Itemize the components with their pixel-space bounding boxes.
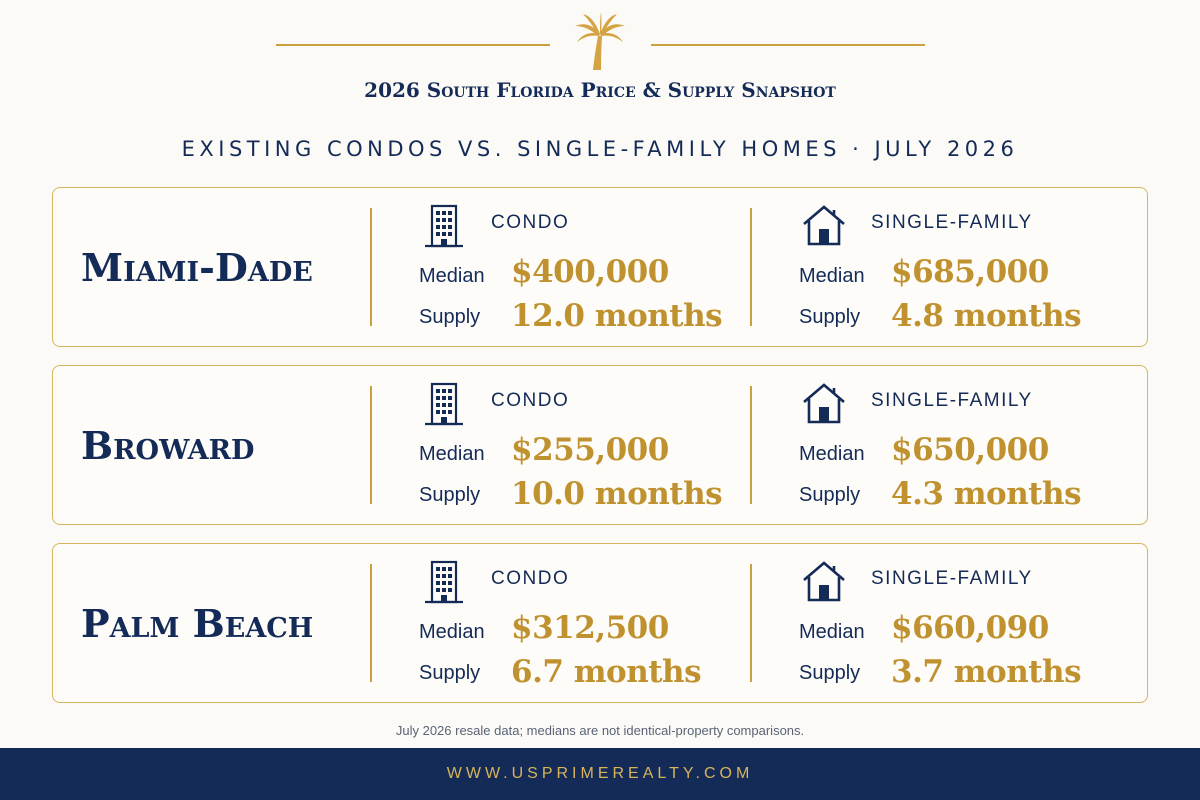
region-name: Miami-Dade bbox=[81, 244, 313, 290]
single-family-label: SINGLE-FAMILY bbox=[871, 568, 1033, 589]
condo-building-icon bbox=[425, 382, 463, 426]
house-icon bbox=[803, 561, 845, 602]
single-family-column: SINGLE-FAMILY Median $650,000 Supply 4.3… bbox=[797, 366, 1157, 524]
page-subtitle: EXISTING CONDOS VS. SINGLE-FAMILY HOMES … bbox=[181, 137, 1019, 161]
single-family-median-value: $650,000 bbox=[891, 432, 1049, 468]
region-card-palm-beach: Palm Beach CONDO Median $312,500 Supply … bbox=[52, 543, 1148, 703]
column-divider bbox=[750, 386, 752, 504]
single-family-label: SINGLE-FAMILY bbox=[871, 212, 1033, 233]
condo-median-value: $400,000 bbox=[511, 254, 669, 290]
header-rule-left bbox=[276, 44, 550, 46]
median-label: Median bbox=[799, 265, 865, 287]
median-label: Median bbox=[419, 621, 485, 643]
condo-building-icon bbox=[425, 560, 463, 604]
condo-supply-value: 10.0 months bbox=[511, 476, 723, 512]
page-title: 2026 South Florida Price & Supply Snapsh… bbox=[364, 78, 836, 102]
single-family-median-value: $660,090 bbox=[891, 610, 1049, 646]
column-divider bbox=[750, 564, 752, 682]
supply-label: Supply bbox=[799, 484, 861, 506]
region-card-broward: Broward CONDO Median $255,000 Supply 10.… bbox=[52, 365, 1148, 525]
single-family-supply-value: 4.8 months bbox=[891, 298, 1082, 334]
single-family-supply-value: 3.7 months bbox=[891, 654, 1082, 690]
column-divider bbox=[370, 564, 372, 682]
condo-supply-value: 6.7 months bbox=[511, 654, 702, 690]
single-family-label: SINGLE-FAMILY bbox=[871, 390, 1033, 411]
supply-label: Supply bbox=[799, 662, 861, 684]
single-family-column: SINGLE-FAMILY Median $660,090 Supply 3.7… bbox=[797, 544, 1157, 702]
footer-bar: WWW.USPRIMEREALTY.COM bbox=[0, 748, 1200, 800]
column-divider bbox=[750, 208, 752, 326]
supply-label: Supply bbox=[419, 484, 481, 506]
condo-column: CONDO Median $400,000 Supply 12.0 months bbox=[417, 188, 777, 346]
single-family-supply-value: 4.3 months bbox=[891, 476, 1082, 512]
supply-label: Supply bbox=[419, 662, 481, 684]
header-rule-right bbox=[651, 44, 925, 46]
palm-tree-icon bbox=[575, 12, 625, 70]
house-icon bbox=[803, 383, 845, 424]
column-divider bbox=[370, 386, 372, 504]
single-family-median-value: $685,000 bbox=[891, 254, 1049, 290]
condo-label: CONDO bbox=[491, 212, 570, 233]
website-url[interactable]: WWW.USPRIMEREALTY.COM bbox=[446, 765, 754, 782]
supply-label: Supply bbox=[419, 306, 481, 328]
median-label: Median bbox=[419, 265, 485, 287]
single-family-column: SINGLE-FAMILY Median $685,000 Supply 4.8… bbox=[797, 188, 1157, 346]
house-icon bbox=[803, 205, 845, 246]
condo-label: CONDO bbox=[491, 568, 570, 589]
condo-label: CONDO bbox=[491, 390, 570, 411]
condo-column: CONDO Median $255,000 Supply 10.0 months bbox=[417, 366, 777, 524]
median-label: Median bbox=[799, 621, 865, 643]
condo-median-value: $255,000 bbox=[511, 432, 669, 468]
region-name: Palm Beach bbox=[81, 600, 314, 646]
region-card-miami-dade: Miami-Dade CONDO Median $400,000 Supply … bbox=[52, 187, 1148, 347]
supply-label: Supply bbox=[799, 306, 861, 328]
condo-median-value: $312,500 bbox=[511, 610, 669, 646]
column-divider bbox=[370, 208, 372, 326]
median-label: Median bbox=[419, 443, 485, 465]
condo-building-icon bbox=[425, 204, 463, 248]
region-name: Broward bbox=[81, 422, 255, 468]
median-label: Median bbox=[799, 443, 865, 465]
footnote: July 2026 resale data; medians are not i… bbox=[395, 723, 805, 738]
condo-supply-value: 12.0 months bbox=[511, 298, 723, 334]
condo-column: CONDO Median $312,500 Supply 6.7 months bbox=[417, 544, 777, 702]
